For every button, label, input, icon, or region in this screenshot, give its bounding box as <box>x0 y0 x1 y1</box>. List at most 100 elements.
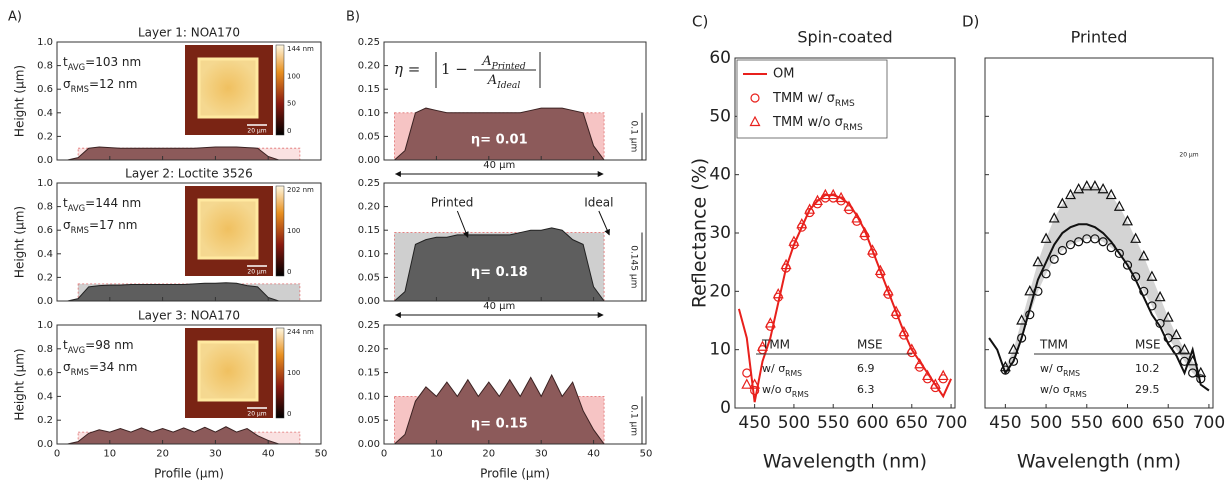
y-tick-label: 0.0 <box>37 439 53 450</box>
x-tick-label: 500 <box>1030 413 1062 433</box>
x-axis-label: Profile (µm) <box>480 467 550 481</box>
y-tick-label: 40 <box>709 165 731 185</box>
y-tick-label: 0.10 <box>358 249 380 260</box>
x-tick-label: 650 <box>896 413 928 433</box>
x-tick-label: 700 <box>935 413 967 433</box>
y-tick-label: 10 <box>709 340 731 360</box>
marker-triangle <box>1187 355 1199 366</box>
callout-label: Printed <box>431 196 474 210</box>
roughness-note-part: σ <box>63 77 71 91</box>
formula-numerator-part: A <box>481 54 491 69</box>
y-tick-label: 0.20 <box>358 344 380 355</box>
panel: 0.0 0.2 0.4 0.6 0.8 1.0 Layer 2: Loctite 3526 H… <box>13 167 322 307</box>
marker-triangle <box>937 369 949 381</box>
profile-fill <box>384 374 646 444</box>
marker-triangle <box>741 378 753 389</box>
marker-circle <box>1122 260 1133 270</box>
marker-circle <box>1155 318 1165 329</box>
roughness-note-part: =12 nm <box>89 77 137 91</box>
marker-circle <box>1106 242 1116 253</box>
x-tick-label: 30 <box>535 449 548 460</box>
marker-triangle <box>1170 328 1182 340</box>
marker-triangle <box>1008 343 1019 354</box>
thickness-note-part: t <box>63 55 68 69</box>
sem-scalebar-label: 20 µm <box>1179 152 1198 159</box>
height-dimension-label: 0.145 µm <box>629 245 639 288</box>
marker-triangle <box>1089 180 1101 191</box>
y-tick-label: 0.2 <box>37 272 53 283</box>
panel-label: A) <box>8 10 22 25</box>
marker-triangle <box>1138 250 1150 261</box>
callout-label: Ideal <box>584 196 613 210</box>
marker-circle <box>1049 254 1059 264</box>
callout-arrow <box>456 210 469 238</box>
profile-line <box>57 146 321 161</box>
roughness-note-part: σ <box>63 360 71 374</box>
efficiency-label: η= 0.15 <box>471 417 528 432</box>
marker-triangle <box>1016 314 1028 325</box>
thickness-note-part: AVG <box>68 345 85 355</box>
marker-triangle <box>922 369 933 381</box>
y-tick-label: 0.6 <box>37 225 53 236</box>
marker-circle <box>1008 356 1019 366</box>
marker-triangle <box>1073 182 1085 194</box>
x-axis-label: Wavelength (nm) <box>1017 451 1181 473</box>
table-cell-part: RMS <box>792 390 809 399</box>
legend-label: OM <box>773 67 794 82</box>
thickness-note-part: =144 nm <box>85 196 141 210</box>
x-tick-label: 50 <box>640 449 653 460</box>
panel: 0.0 0.2 0.4 0.6 0.8 1.0 0 10 20 30 40 50 Layer 3: NO… <box>13 309 328 481</box>
y-tick-label: 0.05 <box>358 415 380 426</box>
marker-circle <box>1065 240 1076 250</box>
panel-title: Printed <box>1071 28 1128 47</box>
y-tick-label: 0.15 <box>358 368 380 379</box>
roughness-note-part: RMS <box>71 84 89 94</box>
marker-circle <box>1139 286 1149 296</box>
y-tick-label: 0.6 <box>37 368 53 379</box>
table-cell-part: w/o σ <box>1040 383 1070 396</box>
panel: 0.00 0.05 0.10 0.15 0.20 0.25 η= 0.18 0.145 µm 4… <box>358 178 647 318</box>
y-tick-label: 30 <box>709 223 731 243</box>
marker-circle <box>742 368 752 378</box>
y-tick-label: 0.25 <box>358 178 380 189</box>
marker-triangle <box>780 258 792 270</box>
y-tick-label: 0.00 <box>358 155 380 166</box>
marker-triangle <box>890 305 902 316</box>
y-tick-label: 0.10 <box>358 391 380 402</box>
efficiency-label: η= 0.01 <box>471 133 528 148</box>
panel: 0.00 0.05 0.10 0.15 0.20 0.25 0 10 20 30 40 50 Profi… <box>358 320 653 481</box>
profile-fill <box>384 227 646 301</box>
y-tick-label: 0.2 <box>37 415 53 426</box>
afm-colorbar-label: 100 <box>287 72 300 80</box>
marker-triangle <box>999 360 1011 372</box>
roughness-note-part: RMS <box>71 225 89 235</box>
afm-scalebar-label: 20 µm <box>247 269 266 276</box>
table-cell: 10.2 <box>1135 362 1160 375</box>
formula-denominator: AIdeal <box>487 73 521 91</box>
x-tick-label: 40 <box>262 449 275 460</box>
afm-colorbar-label: 100 <box>287 227 300 235</box>
table-cell-part: RMS <box>785 369 802 378</box>
roughness-note-part: =17 nm <box>89 218 137 232</box>
profile-fill <box>57 147 321 160</box>
marker-triangle <box>1195 366 1207 378</box>
legend-label-part: RMS <box>835 99 855 109</box>
y-tick-label: 0.25 <box>358 37 380 48</box>
y-tick-label: 0.15 <box>358 84 380 95</box>
y-tick-label: 1.0 <box>37 178 53 189</box>
marker-circle <box>1179 356 1190 366</box>
table-cell-part: RMS <box>1070 390 1087 399</box>
afm-colorbar-label: 244 nm <box>287 328 314 336</box>
marker-circle <box>1033 286 1043 296</box>
afm-scalebar-label: 20 µm <box>247 411 266 418</box>
table-header: MSE <box>1135 338 1161 352</box>
y-tick-label: 1.0 <box>37 320 53 331</box>
table-cell: w/o σRMS <box>762 383 809 399</box>
y-tick-label: 0.4 <box>37 108 53 119</box>
panel-title: Layer 2: Loctite 3526 <box>125 167 253 181</box>
panel-label: D) <box>962 13 979 31</box>
legend-swatch <box>749 115 761 127</box>
x-tick-label: 0 <box>381 449 387 460</box>
